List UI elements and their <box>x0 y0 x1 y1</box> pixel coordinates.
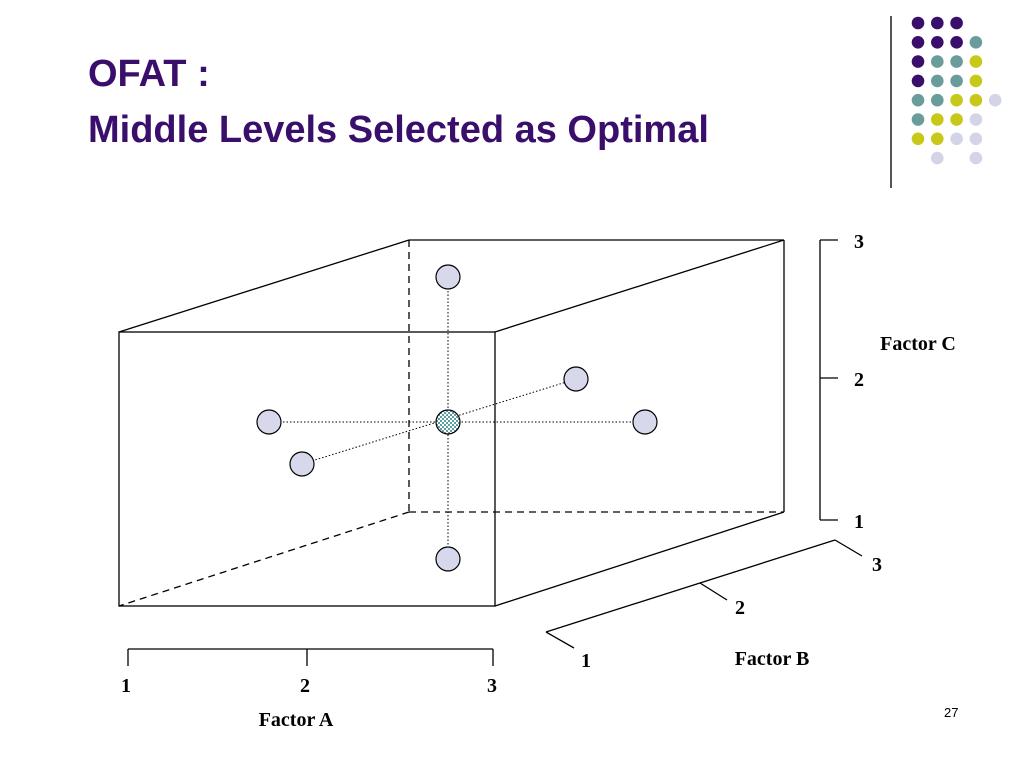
cube-edge-bottom-right <box>494 511 785 607</box>
factor-c-label: Factor C <box>880 333 956 355</box>
cube-edge-top-left <box>118 239 410 333</box>
decorative-dot <box>931 55 944 68</box>
factor-b-axis <box>545 539 863 649</box>
decorative-dot <box>969 132 983 146</box>
point-factor-b-low <box>289 451 315 477</box>
point-optimal-center <box>435 409 461 435</box>
factor-c-tick-2: 2 <box>854 369 864 391</box>
slide-title-line-2: Middle Levels Selected as Optimal <box>88 109 709 151</box>
decorative-dot <box>950 74 963 88</box>
decorative-dot <box>931 151 944 165</box>
factor-a-axis <box>127 648 494 666</box>
decorative-dot <box>931 113 944 126</box>
factor-a-label: Factor A <box>259 709 334 731</box>
factor-c-axis <box>819 239 838 521</box>
slide-title-line-1: OFAT : <box>88 53 210 95</box>
point-factor-c-low <box>435 546 461 572</box>
factor-b-label: Factor B <box>735 648 810 670</box>
decorative-dot <box>931 16 944 30</box>
decorative-dot <box>911 36 925 49</box>
point-factor-b-high <box>563 366 589 392</box>
decorative-dot <box>950 113 963 126</box>
factor-c-tick-3: 3 <box>854 231 864 253</box>
decorative-dot <box>931 36 944 49</box>
factor-c-tick-1: 1 <box>854 511 864 533</box>
factor-b-tick-2: 2 <box>735 597 745 619</box>
decorative-dot <box>911 74 925 88</box>
page-number: 27 <box>944 705 959 720</box>
decorative-dot <box>969 74 983 88</box>
point-factor-c-high <box>435 264 461 290</box>
decorative-dot <box>988 93 1002 107</box>
factor-b-tick-1: 1 <box>581 650 591 672</box>
cube-front-face <box>118 331 496 607</box>
cube-edge-top-right <box>494 239 785 333</box>
decorative-dot <box>911 93 925 107</box>
decorative-dot <box>969 93 983 107</box>
decorative-dot <box>911 132 925 146</box>
factor-b-tick-3: 3 <box>872 554 882 576</box>
decorative-dot-grid <box>911 16 1002 165</box>
cube-visible-edges <box>118 239 785 607</box>
cube-hidden-edge-diagonal <box>118 511 410 607</box>
decorative-dot <box>969 36 983 49</box>
point-factor-a-low <box>256 409 282 435</box>
decorative-dot <box>911 55 925 68</box>
decorative-dot <box>931 93 944 107</box>
design-points <box>256 264 658 572</box>
decorative-dot <box>969 151 983 165</box>
decorative-dot <box>950 36 963 49</box>
decorative-divider <box>890 16 892 188</box>
factor-a-tick-2: 2 <box>300 675 310 697</box>
decorative-dot <box>931 74 944 88</box>
point-factor-a-high <box>632 409 658 435</box>
decorative-dot <box>950 16 963 30</box>
factor-a-tick-3: 3 <box>487 675 497 697</box>
decorative-dot <box>950 55 963 68</box>
decorative-dot <box>911 113 925 126</box>
cube-hidden-edges <box>118 240 784 607</box>
decorative-dot <box>969 55 983 68</box>
decorative-dot <box>931 132 944 146</box>
decorative-dot <box>950 93 963 107</box>
decorative-dot <box>950 132 963 146</box>
decorative-dot <box>911 16 925 30</box>
decorative-dot <box>969 113 983 126</box>
factor-a-tick-1: 1 <box>121 675 131 697</box>
factor-b-path <box>301 378 577 465</box>
